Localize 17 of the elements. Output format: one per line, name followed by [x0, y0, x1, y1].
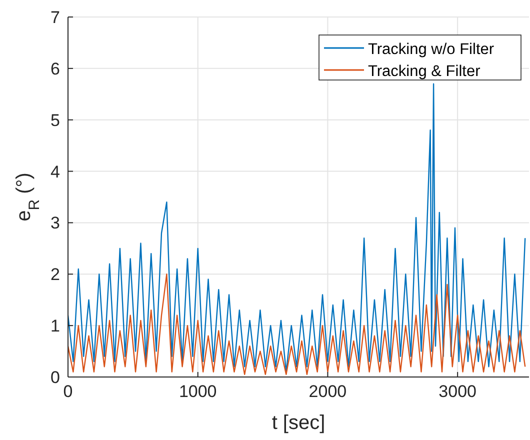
y-tick-label: 6 [50, 59, 60, 78]
legend-label: Tracking & Filter [368, 63, 480, 80]
y-tick-label: 2 [50, 265, 60, 284]
line-series [68, 274, 526, 376]
y-tick-label: 1 [50, 316, 60, 336]
y-tick-label: 0 [50, 368, 60, 387]
x-tick-label: 1000 [178, 382, 217, 401]
x-tick-label: 3000 [438, 382, 476, 401]
y-tick-label: 7 [50, 8, 60, 27]
x-tick-label: 2000 [308, 382, 347, 401]
line-series [68, 83, 526, 372]
x-tick-label: 0 [63, 382, 73, 401]
y-tick-label: 4 [50, 162, 60, 182]
x-axis-title: t [sec] [272, 412, 326, 434]
y-tick-label: 5 [50, 110, 60, 130]
legend-label: Tracking w/o Filter [368, 41, 494, 58]
y-tick-label: 3 [50, 214, 60, 233]
